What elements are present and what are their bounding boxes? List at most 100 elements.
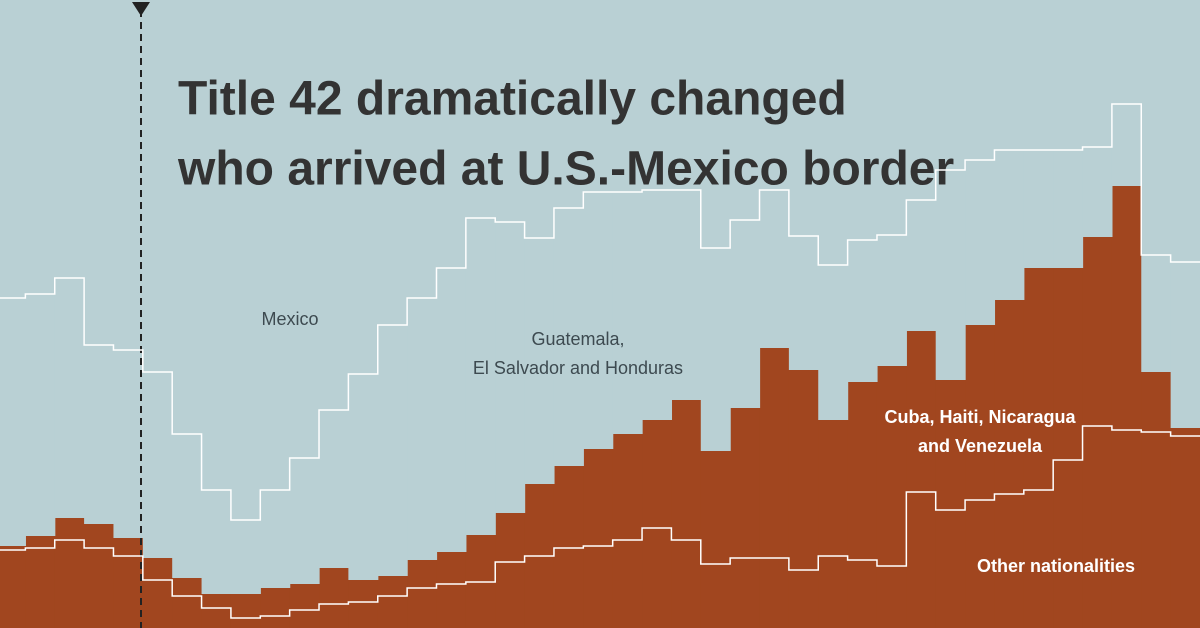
step-bar — [260, 490, 291, 588]
step-bar — [172, 434, 203, 578]
step-bar — [1111, 186, 1142, 430]
step-bar — [25, 536, 56, 548]
step-bar — [319, 568, 349, 604]
step-bar — [965, 500, 996, 628]
step-bar — [524, 556, 555, 628]
step-bar — [994, 300, 1025, 494]
step-bar — [377, 576, 408, 596]
step-bar — [583, 449, 614, 546]
step-bar — [553, 548, 584, 628]
step-bar — [113, 556, 144, 628]
step-bar — [906, 492, 937, 628]
step-bar — [84, 524, 115, 548]
step-bar — [348, 374, 379, 580]
step-bar — [818, 556, 849, 628]
step-bar — [935, 380, 966, 510]
step-bar — [1170, 262, 1200, 428]
step-bar — [319, 604, 349, 628]
series-label: Cuba, Haiti, Nicaragua — [884, 407, 1076, 427]
step-bar — [700, 451, 731, 564]
step-bar — [847, 560, 878, 628]
step-bar — [377, 325, 408, 576]
step-bar — [553, 466, 584, 548]
step-bar — [818, 420, 849, 556]
step-bar — [0, 298, 26, 546]
step-bar — [84, 345, 115, 524]
step-bar — [1053, 460, 1084, 628]
step-bar — [113, 538, 144, 556]
step-bar — [1053, 268, 1084, 460]
step-bar — [348, 580, 379, 602]
step-bar — [1170, 428, 1200, 436]
step-bar — [524, 484, 555, 556]
step-bar — [1111, 104, 1142, 186]
step-bar — [583, 546, 614, 628]
step-bar — [524, 238, 555, 484]
series-label: El Salvador and Honduras — [473, 358, 683, 378]
step-bar — [730, 220, 761, 408]
step-bar — [436, 552, 467, 584]
step-bar — [847, 382, 878, 560]
step-bar — [436, 584, 467, 628]
step-bar — [1111, 430, 1142, 628]
step-bar — [700, 248, 731, 451]
step-bar — [142, 372, 173, 558]
step-bar — [1170, 436, 1200, 628]
step-bar — [818, 265, 849, 420]
step-bar — [230, 618, 261, 628]
step-bar — [142, 580, 173, 628]
step-bar — [465, 218, 496, 535]
step-bar — [377, 596, 408, 628]
step-bar — [0, 546, 26, 550]
step-bar — [965, 325, 996, 500]
step-bar — [642, 420, 673, 528]
step-bar — [671, 190, 702, 400]
step-bar — [994, 494, 1025, 628]
step-bar — [876, 566, 907, 628]
series-label: Other nationalities — [977, 556, 1135, 576]
step-bar — [1141, 432, 1172, 628]
step-bar — [25, 548, 56, 628]
step-bar — [759, 190, 790, 348]
step-bar — [54, 540, 85, 628]
step-bar — [583, 192, 614, 449]
step-bar — [172, 578, 203, 596]
step-bar — [172, 596, 203, 628]
step-bar — [965, 160, 996, 325]
step-bar — [1082, 147, 1113, 237]
step-bar — [495, 513, 526, 562]
step-bar — [876, 366, 907, 566]
title-line: Title 42 dramatically changed — [178, 73, 847, 126]
step-bar — [759, 348, 790, 558]
step-bar — [436, 268, 467, 552]
step-bar — [759, 558, 790, 628]
step-bar — [289, 458, 320, 584]
step-bar — [0, 550, 26, 628]
step-bar — [788, 370, 819, 570]
title-line: who arrived at U.S.-Mexico border — [177, 143, 954, 196]
step-bar — [671, 540, 702, 628]
step-bar — [730, 558, 761, 628]
step-bar — [935, 170, 966, 380]
step-bar — [495, 222, 526, 513]
step-bar — [671, 400, 702, 540]
step-bar — [201, 490, 232, 594]
step-bar — [788, 570, 819, 628]
step-bar — [994, 150, 1025, 300]
series-label: Guatemala, — [531, 329, 624, 349]
step-bar — [319, 410, 349, 568]
step-bar — [847, 240, 878, 382]
step-bar — [1023, 490, 1054, 628]
step-bar — [700, 564, 731, 628]
step-bar — [84, 548, 115, 628]
step-bar — [260, 588, 291, 616]
step-bar — [142, 558, 173, 580]
step-bar — [289, 584, 320, 610]
step-bar — [230, 520, 261, 594]
step-bar — [906, 200, 937, 331]
step-bar — [1082, 426, 1113, 628]
step-bar — [54, 278, 85, 518]
step-bar — [642, 528, 673, 628]
